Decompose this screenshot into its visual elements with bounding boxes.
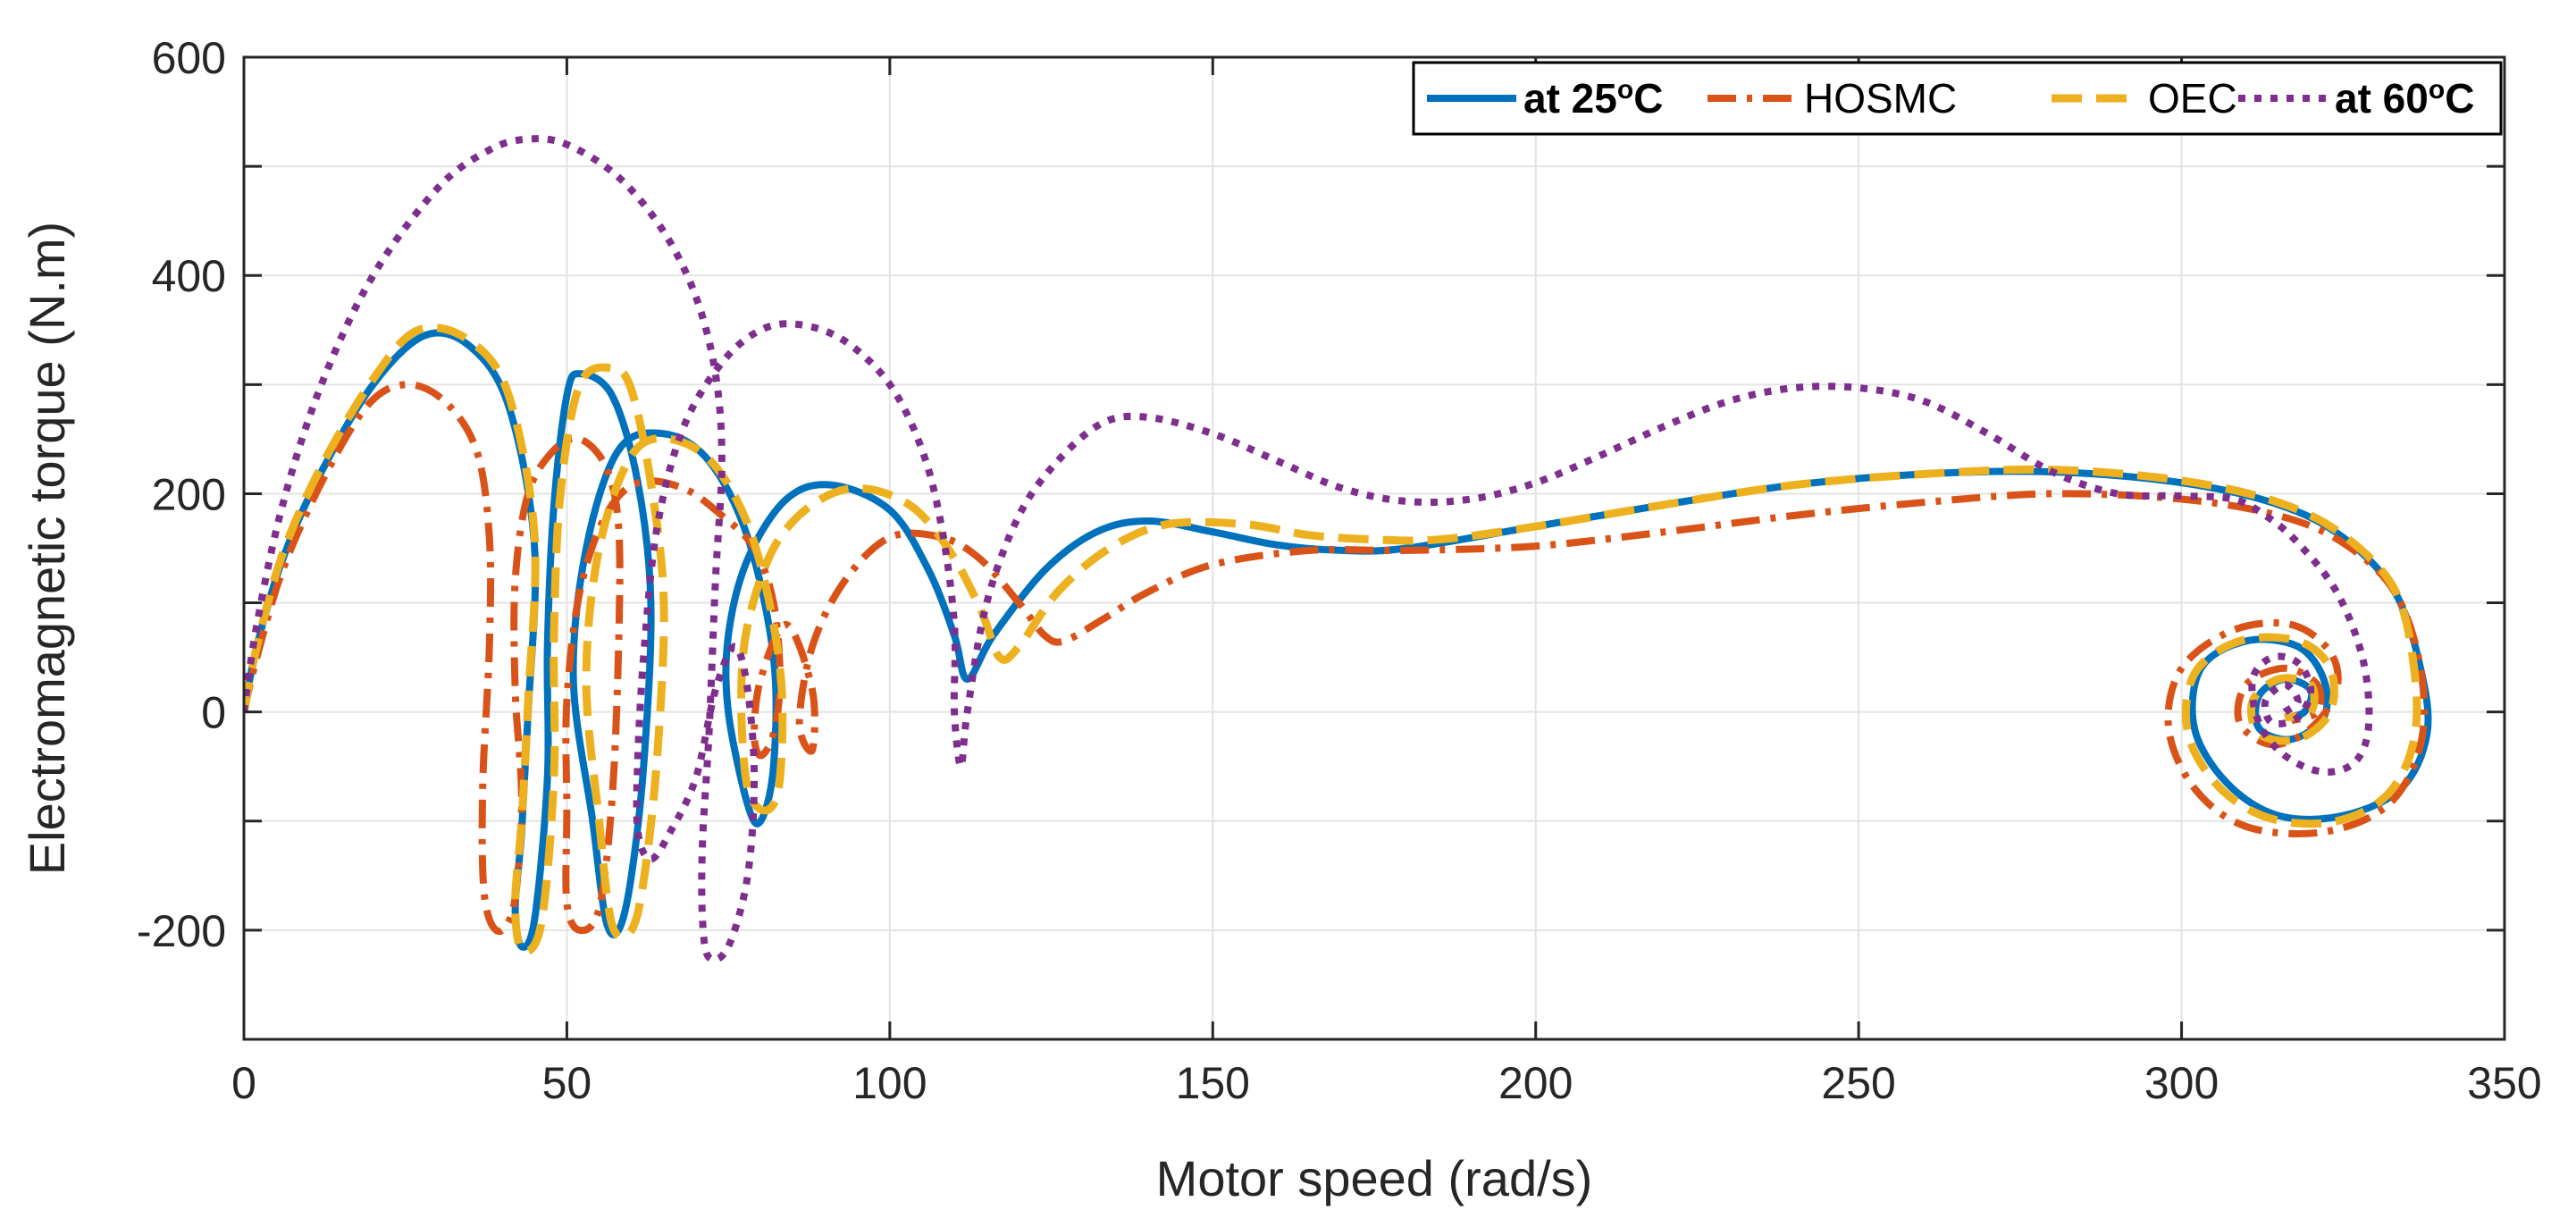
x-tick-label: 0: [231, 1058, 256, 1108]
x-tick-label: 200: [1498, 1058, 1573, 1108]
legend-label: OEC: [2148, 75, 2237, 122]
legend-label: at 60oC: [2335, 75, 2474, 122]
series-line-2: [244, 381, 2429, 936]
legend-items: at 25oC HOSMC OEC at 60oC: [1427, 75, 2474, 122]
legend-item-1: at 25oC: [1427, 75, 1663, 122]
legend-item-3: OEC: [2052, 75, 2237, 122]
x-tick-label: 250: [1821, 1058, 1895, 1108]
x-tick-label: 300: [2144, 1058, 2219, 1108]
legend: at 25oC HOSMC OEC at 60oC: [1412, 61, 2503, 136]
legend-item-4: at 60oC: [2238, 75, 2474, 122]
x-tick-label: 50: [542, 1058, 592, 1108]
y-tick-labels: -200 0 200 400 600: [137, 33, 226, 956]
legend-label: at 25oC: [1523, 75, 1663, 122]
x-tick-label: 350: [2467, 1058, 2541, 1108]
x-axis-label: Motor speed (rad/s): [1156, 1150, 1593, 1206]
legend-label: HOSMC: [1804, 75, 1957, 122]
y-tick-label: 0: [201, 688, 226, 738]
y-tick-label: -200: [137, 906, 226, 956]
plot-lines: [244, 135, 2432, 963]
ticks: [242, 55, 2506, 1041]
y-tick-label: 400: [152, 251, 226, 301]
x-tick-labels: 0 50 100 150 200 250 300 350: [231, 1058, 2542, 1108]
x-tick-label: 150: [1176, 1058, 1250, 1108]
y-axis-label: Electromagnetic torque (N.m): [19, 222, 75, 875]
y-tick-label: 600: [152, 33, 226, 83]
legend-item-2: HOSMC: [1708, 75, 1957, 122]
y-tick-label: 200: [152, 469, 226, 519]
axes-box: [242, 55, 2506, 1041]
x-tick-label: 100: [852, 1058, 927, 1108]
series-line-3: [244, 324, 2421, 956]
